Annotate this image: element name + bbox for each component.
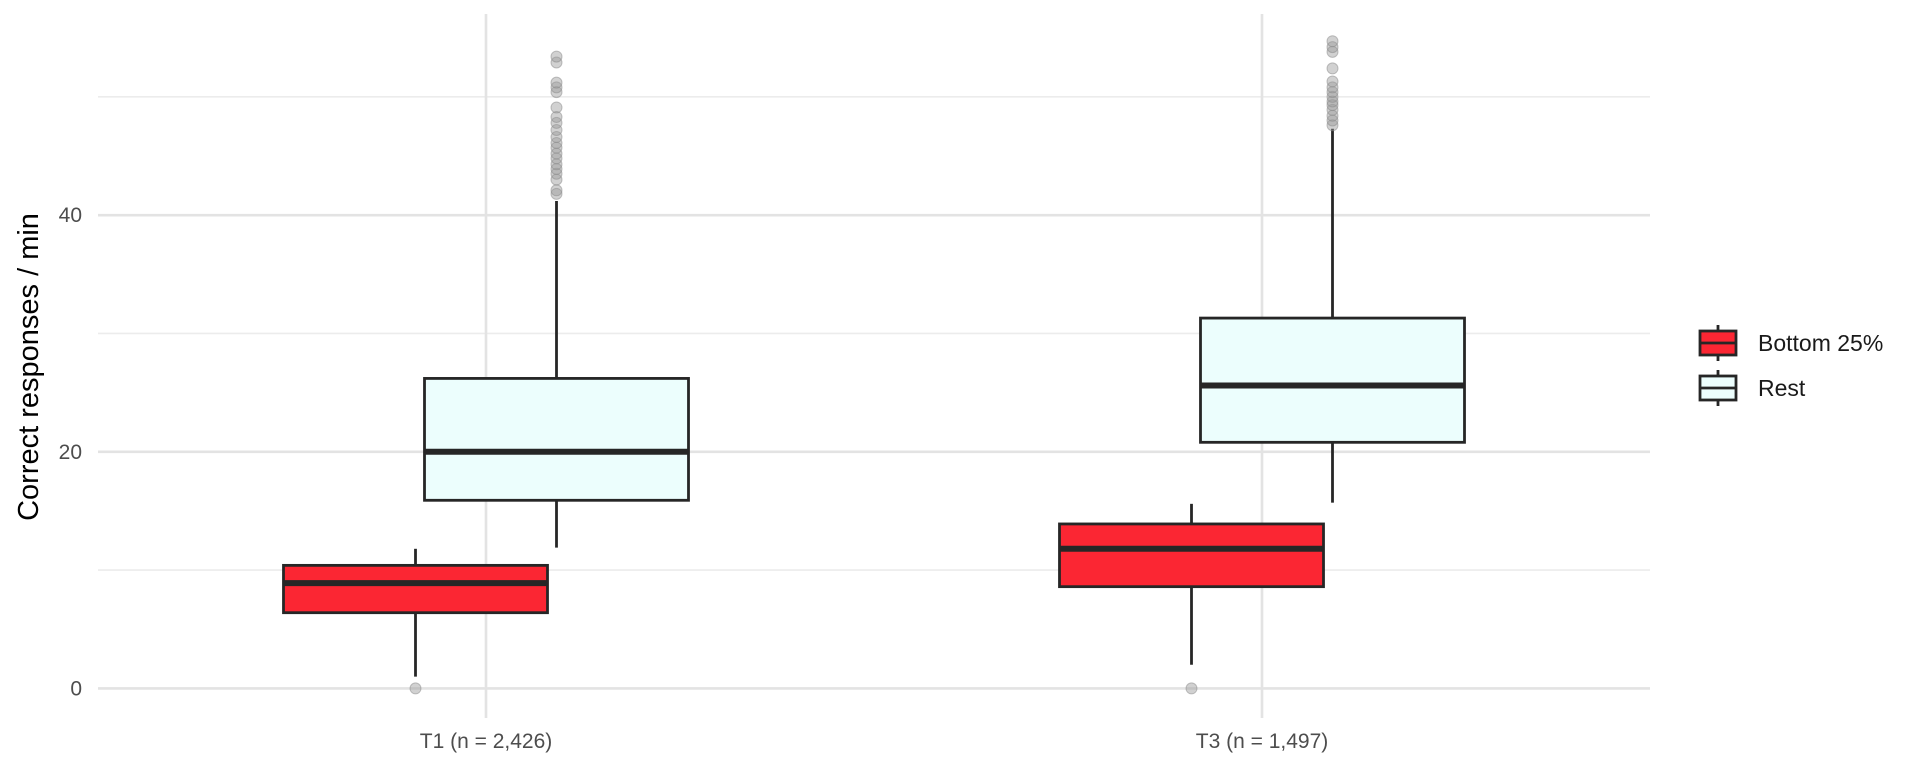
outlier-point [550,101,563,114]
legend-label: Rest [1758,375,1806,401]
axes: 0 20 40 T1 (n = 2,426) T3 (n = 1,497) [59,204,1329,753]
outlier-point [1326,119,1339,132]
outlier-point [1326,103,1339,116]
y-tick-label: 40 [59,204,82,227]
outlier-point [409,682,422,695]
grid-lines [98,14,1650,718]
box-bottom-1 [282,548,549,695]
box-body [1058,522,1325,589]
outlier-point [550,86,563,99]
x-tick-label: T3 (n = 1,497) [1196,730,1329,753]
legend-item-rest: Rest [1698,370,1806,406]
outlier-point [1326,90,1339,103]
outlier-point [550,81,563,94]
y-tick-label: 0 [70,677,82,700]
outlier-point [550,76,563,89]
outlier-point [1326,75,1339,88]
legend-label: Bottom 25% [1758,330,1883,356]
outlier-point [1326,62,1339,75]
outlier-point [550,110,563,123]
outlier-point [1326,95,1339,108]
outlier-point [1326,99,1339,112]
box-body [1199,316,1466,444]
outlier-point [550,184,563,197]
outlier-point [550,50,563,63]
x-tick-label: T1 (n = 2,426) [420,730,553,753]
box-bottom-2 [1058,503,1325,695]
box-body [423,377,690,502]
box-rest-1 [423,50,690,548]
y-axis-title: Correct responses / min [13,213,45,521]
legend: Bottom 25% Rest [1698,325,1883,406]
outlier-point [1326,35,1339,48]
y-tick-label: 20 [59,441,82,464]
box-body [282,563,549,615]
outlier-point [550,187,563,200]
legend-item-bottom-25: Bottom 25% [1698,325,1883,361]
box-rest-2 [1199,35,1466,503]
box-plots [282,35,1466,695]
outlier-point [550,167,563,180]
outlier-point [1185,682,1198,695]
